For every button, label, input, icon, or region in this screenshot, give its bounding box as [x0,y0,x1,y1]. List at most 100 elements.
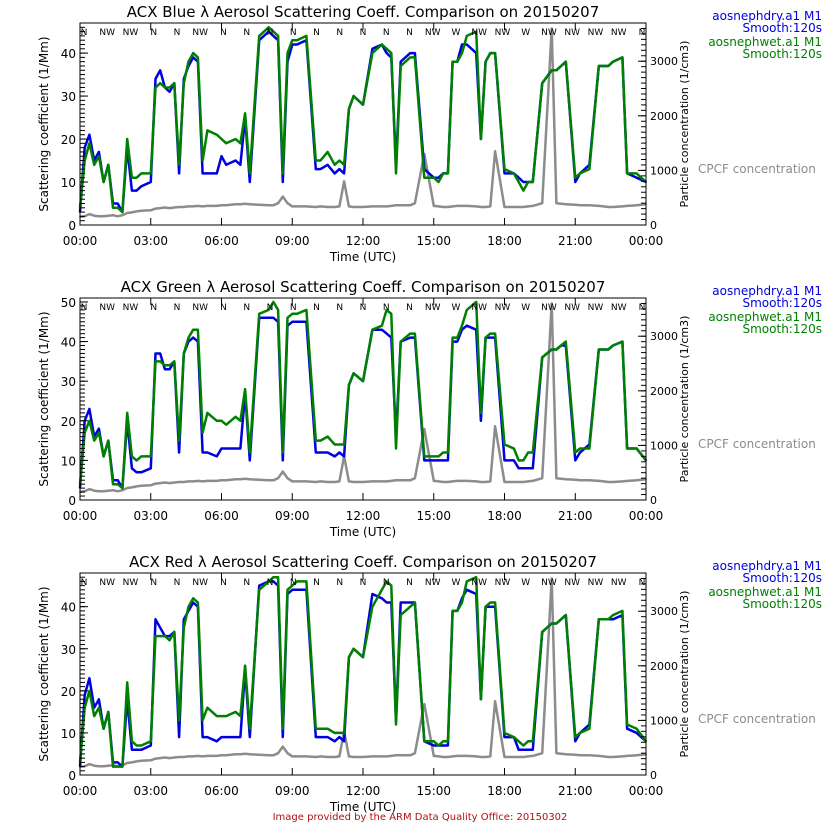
data-point-dry [258,584,261,587]
data-point-cpcf [517,206,520,208]
data-point-cpcf [465,205,468,207]
data-point-wet [635,727,638,730]
data-point-dry [503,172,506,175]
data-point-wet [612,60,614,63]
data-point-cpcf [126,762,129,764]
wind-direction-label: N [406,303,413,313]
data-point-cpcf [314,481,317,483]
data-point-wet [220,419,223,422]
data-point-cpcf [215,480,218,482]
wind-direction-label: NW [588,303,604,313]
data-point-wet [112,206,114,209]
data-point-cpcf [296,755,298,758]
data-point-wet [597,618,600,621]
data-point-cpcf [607,481,610,483]
data-point-wet [112,483,114,486]
data-point-cpcf [140,484,143,487]
data-point-dry [168,635,171,637]
data-point-wet [442,172,445,175]
data-point-cpcf [258,203,261,206]
data-point-wet [168,639,171,642]
data-point-wet [527,740,529,743]
data-point-wet [333,443,336,446]
data-point-cpcf [305,480,308,483]
data-point-wet [173,631,176,633]
data-point-cpcf [291,205,294,208]
data-point-wet [197,601,199,604]
data-point-cpcf [277,477,279,480]
x-tick-label: 15:00 [416,509,451,523]
data-point-wet [272,30,275,33]
data-point-cpcf [296,205,298,208]
data-point-dry [135,189,138,192]
data-point-cpcf [291,480,294,483]
data-point-cpcf [98,765,100,768]
plot-frame [79,22,647,226]
x-tick-label: 00:00 [629,234,664,248]
data-point-cpcf [112,489,114,492]
data-point-cpcf [281,745,284,748]
wind-direction-label: NW [564,28,580,38]
data-point-dry [522,181,525,183]
data-point-wet [531,181,534,183]
data-point-cpcf [131,761,133,764]
data-point-cpcf [107,214,110,217]
series-line-cpcf [79,302,647,494]
data-point-dry [154,618,157,621]
data-point-cpcf [319,755,322,758]
data-point-cpcf [93,764,96,767]
data-point-wet [286,52,289,54]
data-point-dry [338,168,341,171]
data-point-dry [333,172,336,175]
y-right-axis-label: Particle concentration (1/cm3) [678,316,691,483]
data-point-cpcf [197,205,199,207]
data-point-wet [239,715,242,717]
data-point-cpcf [93,489,96,492]
data-point-wet [432,455,435,458]
data-point-wet [390,584,393,587]
data-point-cpcf [541,202,544,205]
x-tick-label: 00:00 [63,234,98,248]
data-point-cpcf [555,202,558,205]
data-point-cpcf [281,195,284,198]
wind-direction-label: NW [425,578,441,588]
y-tick-label: 30 [61,90,76,104]
data-point-cpcf [159,757,162,759]
data-point-cpcf [277,202,279,205]
series-line-dry [78,30,647,214]
data-point-wet [107,439,110,442]
data-point-wet [201,431,204,434]
data-point-wet [178,719,181,722]
wind-direction-label: N [81,303,88,313]
data-point-dry [314,168,317,171]
data-point-cpcf [272,204,275,207]
data-point-wet [314,439,317,442]
data-point-dry [343,740,345,743]
wind-direction-label: N [336,578,343,588]
data-point-cpcf [442,206,445,208]
data-point-wet [451,610,454,612]
y-right-tick-label: 2000 [650,110,678,123]
data-point-wet [182,82,185,85]
data-point-dry [201,172,204,175]
x-tick-label: 12:00 [346,784,381,798]
series-line-dry [78,316,647,490]
data-point-cpcf [362,481,364,483]
data-point-wet [234,415,237,418]
data-point-dry [225,736,228,738]
data-point-wet [314,727,317,730]
data-point-cpcf [140,209,143,212]
data-point-cpcf [291,755,294,758]
data-point-cpcf [447,206,449,208]
data-point-dry [168,90,171,93]
data-point-cpcf [503,206,506,208]
x-tick-label: 09:00 [275,234,310,248]
data-point-cpcf [296,480,298,483]
data-point-cpcf [513,756,515,758]
data-point-wet [522,744,525,747]
data-point-cpcf [244,477,247,480]
data-point-cpcf [178,481,181,483]
data-point-dry [319,736,322,738]
data-point-cpcf [437,205,440,208]
data-point-cpcf [88,763,91,765]
